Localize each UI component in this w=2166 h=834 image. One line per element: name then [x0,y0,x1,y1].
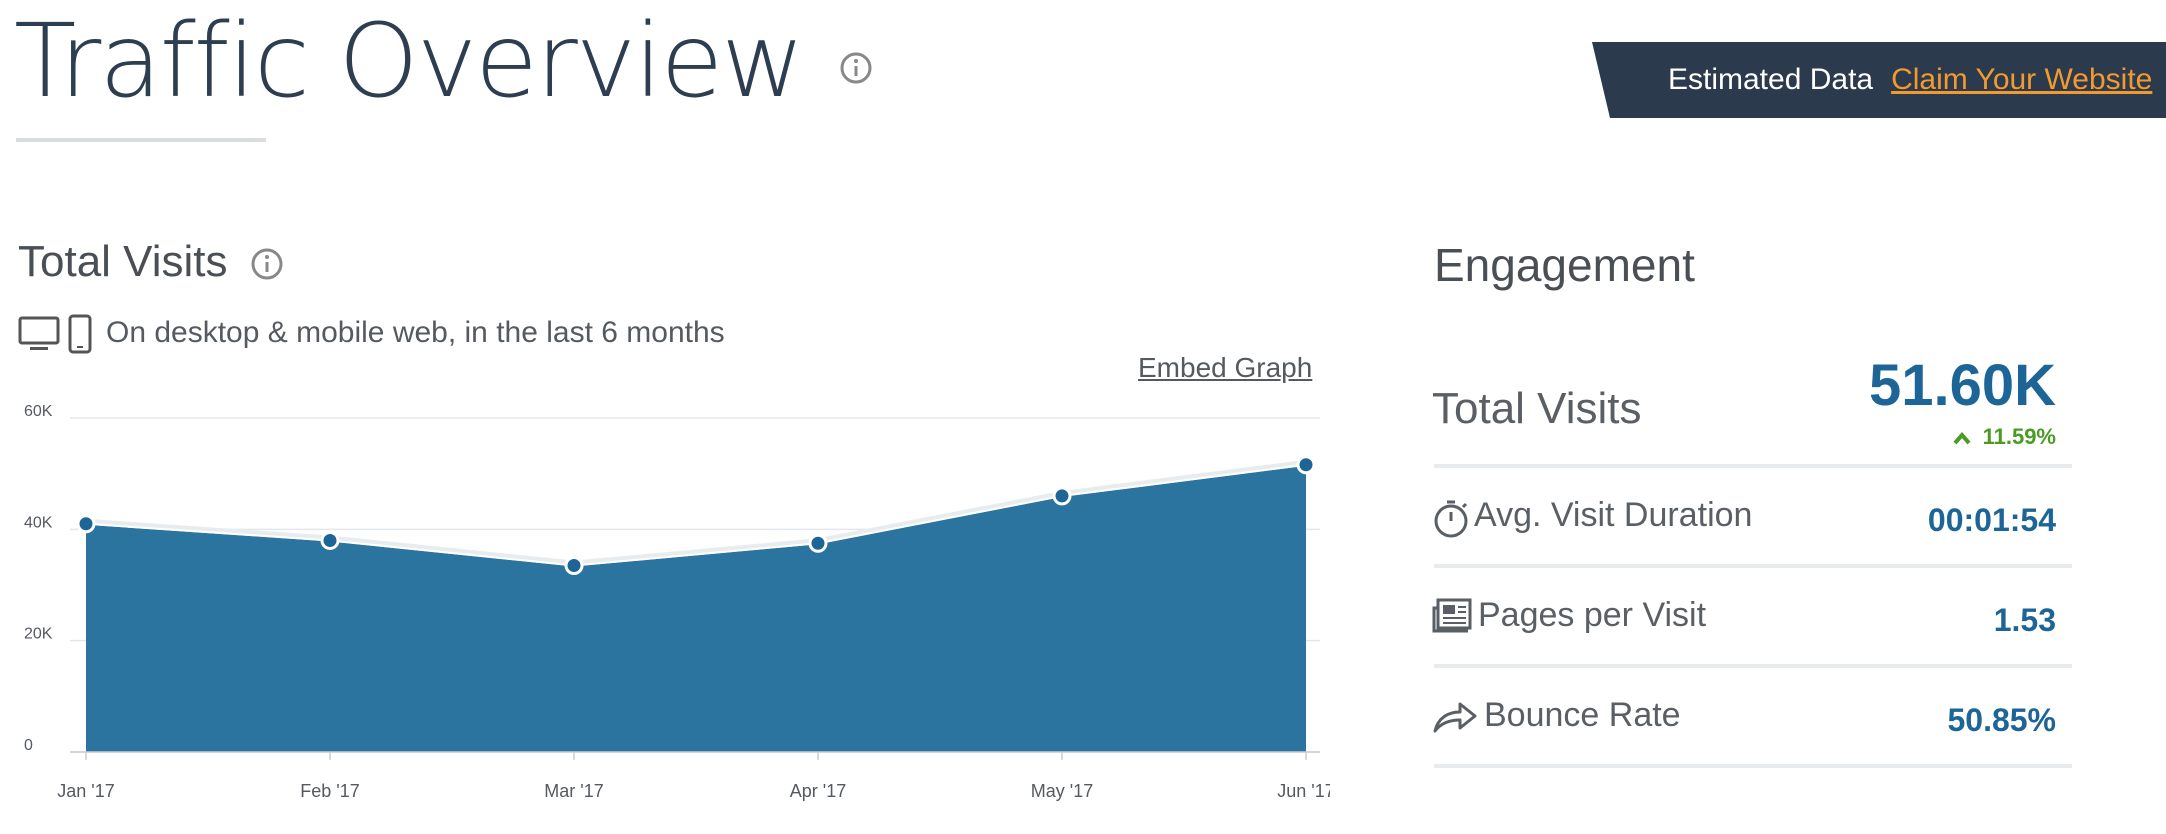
y-tick-label: 60K [24,403,53,420]
visits-subtitle: On desktop & mobile web, in the last 6 m… [106,316,725,349]
data-point[interactable] [1296,455,1316,475]
divider [1434,664,2072,668]
total-visits-chart: 0 20K 40K 60K Jan '17 Feb '17 Mar '17 Apr '17 Ma… [24,403,1330,801]
bounce-rate-value: 50.85% [1947,702,2056,738]
visits-line-halo [85,459,1307,567]
estimated-data-label: Estimated Data [1668,63,1874,96]
x-tick-label: Mar '17 [544,781,603,801]
data-point[interactable] [320,530,340,550]
estimated-data-banner [1592,42,2166,118]
bounce-rate-label: Bounce Rate [1484,696,1681,734]
x-tick-label: Jun '17 [1277,781,1330,801]
x-tick-label: May '17 [1031,781,1093,801]
divider [1434,764,2072,768]
mobile-icon [68,314,92,359]
total-visits-change-value: 11.59% [1982,424,2056,449]
pages-per-visit-label: Pages per Visit [1478,596,1707,634]
share-arrow-icon [1432,700,1478,739]
title-underline [16,138,266,142]
divider [1434,564,2072,568]
page-title-text: Traffic Overview [14,2,805,121]
data-point[interactable] [808,533,828,553]
total-visits-title-text: Total Visits [18,237,228,286]
chart-points [76,455,1316,576]
claim-website-link[interactable]: Claim Your Website [1891,63,2153,96]
y-tick-label: 0 [24,737,33,754]
data-point[interactable] [76,514,96,534]
desktop-icon [18,316,60,357]
chart-area-layer [85,459,1307,752]
engagement-title: Engagement [1434,239,1695,291]
visits-area [86,464,1306,752]
total-visits-change: 11.59% [1952,424,2056,450]
visits-line [85,463,1307,567]
trend-up-icon [1952,424,1982,449]
banner-content: Estimated Data Claim Your Website [1668,56,2152,104]
info-icon[interactable] [833,6,873,118]
data-point[interactable] [1052,486,1072,506]
info-icon[interactable] [240,237,284,286]
divider [1434,464,2072,468]
x-tick-label: Jan '17 [57,781,114,801]
newspaper-icon [1432,598,1472,639]
data-point[interactable] [564,556,584,576]
embed-graph-link[interactable]: Embed Graph [1138,352,1313,383]
chart-labels: 0 20K 40K 60K Jan '17 Feb '17 Mar '17 Apr '17 Ma… [24,403,1330,801]
stopwatch-icon [1432,498,1470,543]
y-tick-label: 20K [24,626,53,643]
engagement-total-visits-label: Total Visits [1432,384,1642,433]
pages-per-visit-value: 1.53 [1993,602,2056,638]
total-visits-title: Total Visits [18,236,284,289]
page-title: Traffic Overview [14,5,873,118]
avg-visit-duration-label: Avg. Visit Duration [1474,496,1753,534]
y-tick-label: 40K [24,514,53,531]
avg-visit-duration-value: 00:01:54 [1927,502,2056,538]
x-tick-label: Apr '17 [790,781,846,801]
total-visits-value: 51.60K [1868,353,2056,418]
x-tick-label: Feb '17 [300,781,359,801]
